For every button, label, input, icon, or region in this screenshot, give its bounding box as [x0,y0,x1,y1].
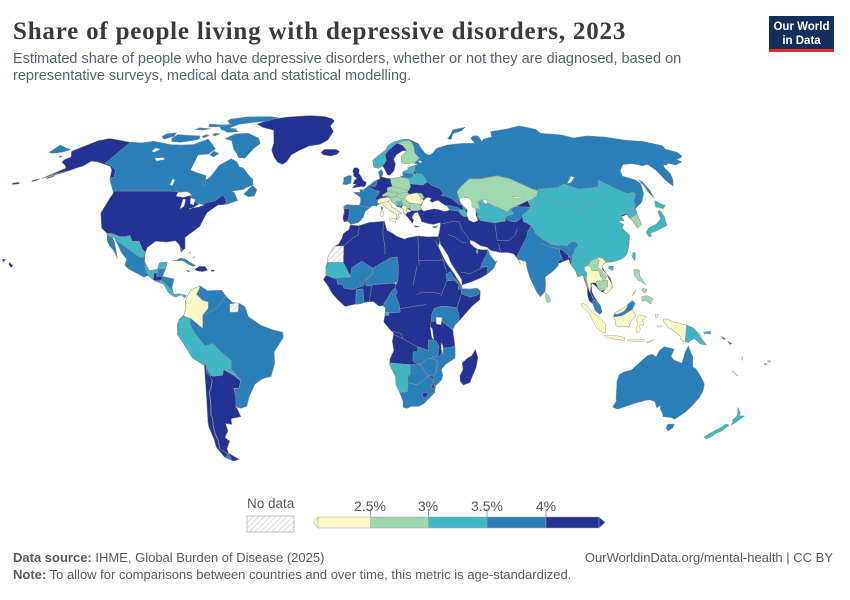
svg-text:3%: 3% [418,498,438,514]
svg-text:3.5%: 3.5% [471,498,503,514]
svg-text:4%: 4% [536,498,556,514]
svg-text:2.5%: 2.5% [354,498,386,514]
